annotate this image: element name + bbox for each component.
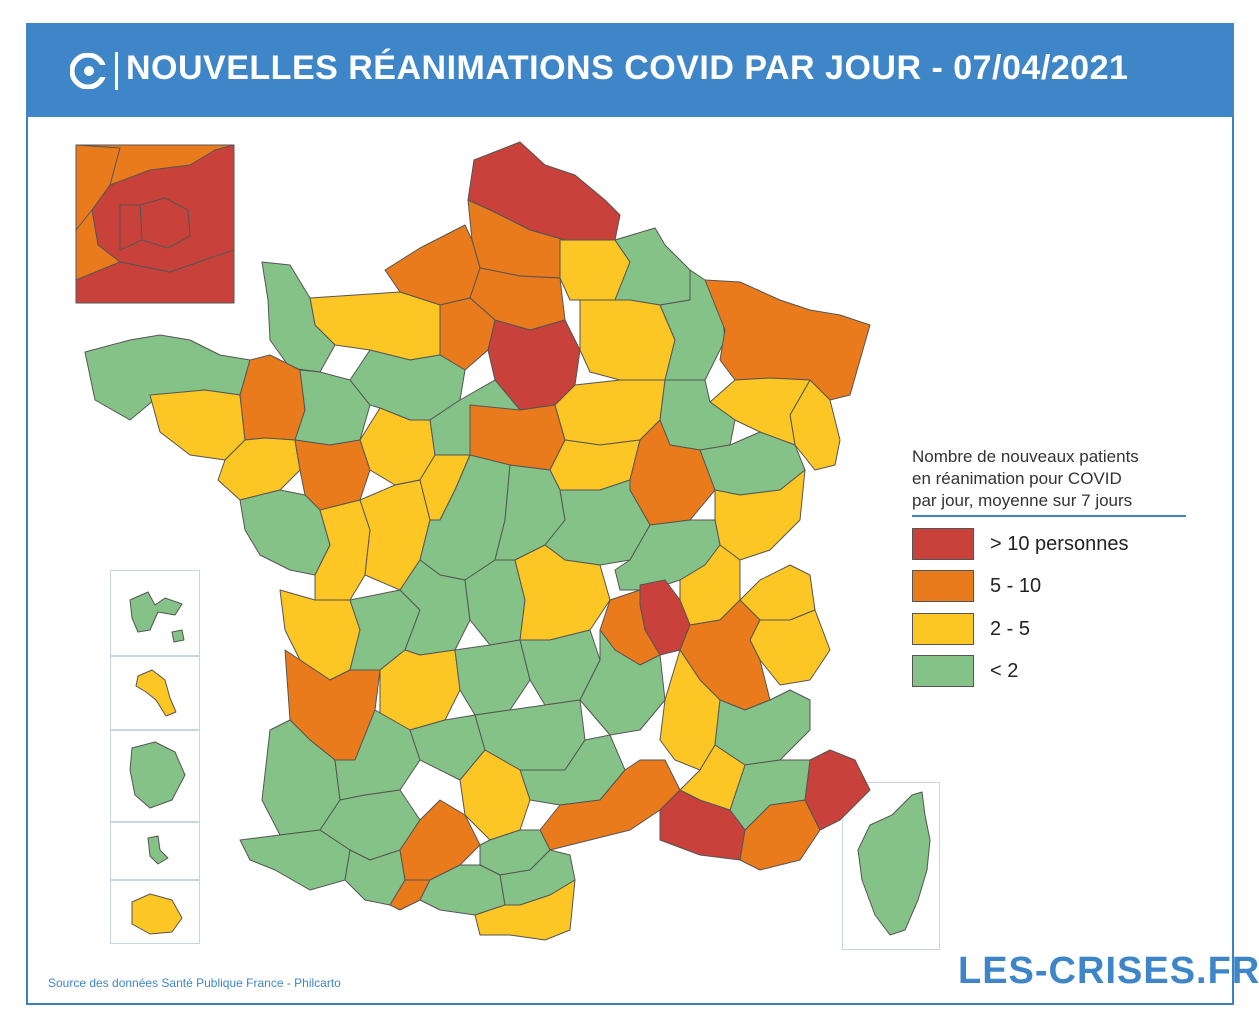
overseas-territories bbox=[129, 591, 931, 936]
legend-title: Nombre de nouveaux patients en réanimati… bbox=[912, 446, 1202, 512]
dept-alpes-de-haute-provence bbox=[729, 759, 811, 831]
dept-ille-et-vilaine bbox=[239, 354, 306, 441]
legend-swatch-orange bbox=[912, 570, 974, 602]
logo-divider bbox=[115, 52, 118, 90]
mainland-departments bbox=[84, 141, 871, 941]
legend-divider bbox=[912, 515, 1186, 517]
dept-haute-vienne bbox=[399, 559, 471, 656]
dept-correze bbox=[454, 639, 531, 716]
territory-martinique bbox=[135, 669, 177, 717]
legend-label: > 10 personnes bbox=[990, 533, 1129, 555]
legend-title-line-3: par jour, moyenne sur 7 jours bbox=[912, 491, 1133, 510]
legend-label: 2 - 5 bbox=[990, 618, 1031, 640]
dept-moselle bbox=[704, 279, 871, 401]
legend-title-line-1: Nombre de nouveaux patients bbox=[912, 447, 1139, 466]
territory-reunion bbox=[131, 893, 183, 935]
territory-guyane bbox=[129, 741, 186, 809]
territory-guadeloupe bbox=[129, 591, 183, 633]
legend-title-line-2: en réanimation pour COVID bbox=[912, 469, 1122, 488]
legend-swatch-green bbox=[912, 655, 974, 687]
header-bar bbox=[26, 23, 1234, 117]
brand-logo-text: LES-CRISES.FR bbox=[958, 950, 1259, 992]
les-crises-c-logo-icon bbox=[70, 53, 106, 89]
territory-guadeloupe-islet bbox=[171, 629, 185, 643]
dept-allier bbox=[514, 544, 611, 641]
dept-tarn-et-garonne bbox=[459, 749, 531, 841]
paris-inset bbox=[75, 144, 235, 304]
page-title: NOUVELLES RÉANIMATIONS COVID PAR JOUR - … bbox=[126, 49, 1129, 87]
dept-val-d-oise bbox=[75, 144, 121, 231]
dept-hauts-de-seine bbox=[119, 204, 143, 251]
dept-manche bbox=[261, 261, 336, 373]
dept-haute-loire bbox=[579, 629, 666, 736]
dept-pyrenees-orientales bbox=[474, 879, 576, 941]
dept-marne bbox=[579, 299, 676, 381]
dept-alpes-maritimes bbox=[804, 749, 871, 831]
legend-label: 5 - 10 bbox=[990, 575, 1042, 597]
legend-swatch-yellow bbox=[912, 613, 974, 645]
legend-label: < 2 bbox=[990, 660, 1019, 682]
legend-swatch-red bbox=[912, 528, 974, 560]
dept-dordogne bbox=[379, 649, 461, 731]
dept-morbihan bbox=[149, 389, 246, 461]
dept-vaucluse bbox=[679, 744, 746, 811]
territory-mayotte bbox=[147, 835, 169, 865]
territory-corse bbox=[857, 791, 931, 936]
source-credit: Source des données Santé Publique France… bbox=[48, 976, 341, 990]
